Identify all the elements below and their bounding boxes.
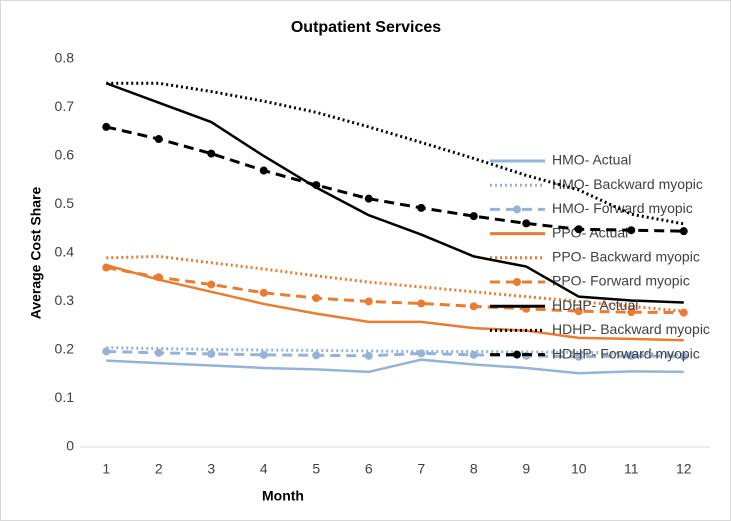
x-tick-label: 7 — [417, 461, 425, 477]
series-marker — [469, 350, 478, 359]
series-marker — [574, 352, 583, 361]
y-tick-label: 0.4 — [55, 244, 75, 260]
series-marker — [469, 302, 478, 311]
legend-marker — [513, 350, 521, 359]
series-marker — [679, 308, 688, 317]
x-tick-label: 10 — [571, 461, 587, 477]
legend-label: HMO- Backward myopic — [552, 176, 703, 192]
x-axis-label: Month — [262, 488, 304, 504]
x-tick-label: 4 — [260, 461, 268, 477]
y-tick-label: 0.3 — [55, 292, 75, 308]
y-tick-label: 0 — [66, 438, 74, 454]
series-marker — [312, 181, 321, 190]
x-tick-label: 8 — [470, 461, 478, 477]
series-line — [105, 266, 684, 315]
x-tick-label: 1 — [102, 461, 110, 477]
series-marker — [522, 219, 531, 228]
series-marker — [417, 349, 426, 358]
series-marker — [207, 280, 216, 289]
legend-label: HMO- Forward myopic — [552, 200, 693, 216]
series-marker — [102, 122, 111, 131]
series-marker — [627, 226, 636, 235]
legend-label: PPO- Backward myopic — [552, 249, 700, 265]
series-marker — [312, 294, 321, 303]
legend-marker — [513, 278, 521, 286]
series-marker — [627, 351, 636, 360]
series-marker — [259, 166, 268, 175]
series-marker — [154, 273, 163, 282]
y-tick-label: 0.1 — [55, 389, 75, 405]
series-line — [106, 254, 684, 313]
legend-label: HDHP- Backward myopic — [552, 321, 710, 337]
y-tick-label: 0.5 — [55, 195, 75, 211]
series-marker — [154, 135, 163, 144]
series-marker — [679, 227, 688, 236]
series-line — [106, 346, 684, 356]
legend-label: HDHP- Actual — [552, 297, 638, 313]
series-line — [106, 358, 684, 375]
x-tick-label: 2 — [155, 461, 163, 477]
x-tick-label: 5 — [312, 461, 320, 477]
chart-title: Outpatient Services — [291, 19, 441, 36]
series-marker — [102, 263, 111, 272]
series-marker — [154, 348, 163, 357]
series-marker — [417, 299, 426, 308]
series-line — [106, 349, 684, 359]
series-marker — [312, 351, 321, 360]
series-marker — [417, 203, 426, 212]
x-tick-label: 12 — [676, 461, 692, 477]
x-tick-label: 9 — [522, 461, 530, 477]
x-tick-label: 3 — [207, 461, 215, 477]
series-line — [105, 263, 684, 342]
y-tick-label: 0.8 — [55, 50, 75, 66]
series-marker — [364, 351, 373, 360]
legend-marker — [513, 205, 521, 214]
series-marker — [364, 194, 373, 203]
series-marker — [259, 288, 268, 297]
y-tick-label: 0.6 — [55, 147, 75, 163]
series-marker — [207, 149, 216, 158]
y-tick-label: 0.7 — [55, 98, 75, 114]
series-marker — [574, 225, 583, 234]
y-axis-label: Average Cost Share — [28, 187, 44, 320]
series-marker — [574, 307, 583, 316]
legend-label: PPO- Forward myopic — [552, 273, 690, 289]
y-tick-label: 0.2 — [55, 341, 75, 357]
series-marker — [102, 347, 111, 356]
series-marker — [207, 349, 216, 358]
legend-label: HDHP- Forward myopic — [552, 345, 700, 361]
series-line — [105, 125, 684, 233]
legend-label: HMO- Actual — [552, 152, 631, 168]
series-marker — [469, 212, 478, 221]
series-line — [105, 82, 684, 304]
series-marker — [259, 350, 268, 359]
x-tick-label: 11 — [624, 461, 639, 477]
series-marker — [364, 297, 373, 306]
series-marker — [627, 308, 636, 317]
series-line — [106, 81, 685, 226]
series-marker — [679, 352, 688, 361]
x-tick-label: 6 — [365, 461, 373, 477]
